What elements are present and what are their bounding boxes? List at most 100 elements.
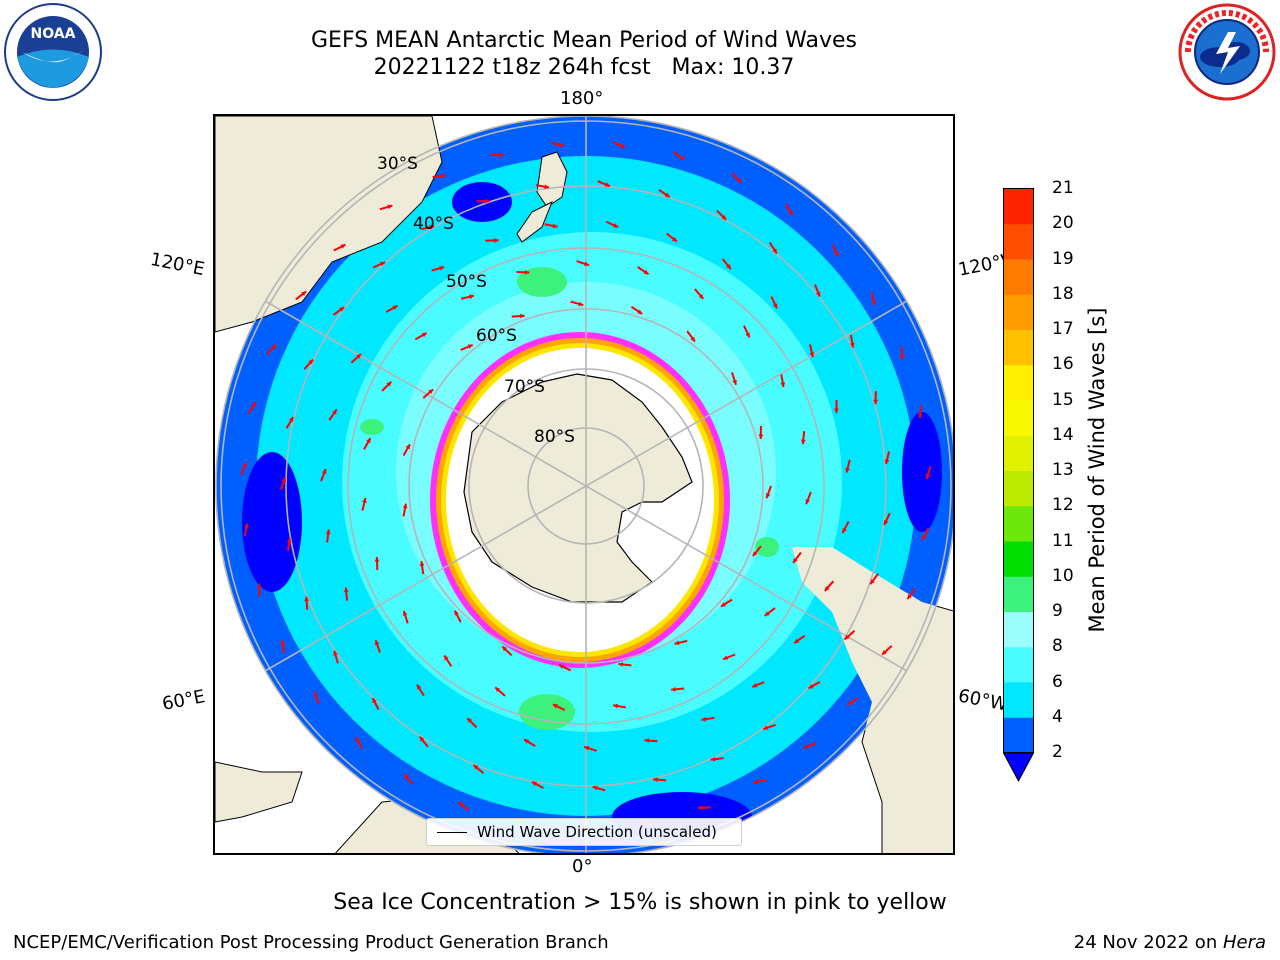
latitude-label-50s: 50°S: [446, 272, 487, 292]
wind-wave-arrowhead: [745, 332, 750, 338]
wind-wave-arrowhead: [794, 638, 800, 644]
wind-wave-arrowhead: [520, 313, 525, 319]
wind-wave-arrowhead: [844, 634, 850, 640]
wind-wave-arrowhead: [419, 736, 425, 742]
graticule: [220, 116, 952, 853]
wind-wave-arrowhead: [242, 462, 247, 468]
wind-wave-arrowhead: [613, 703, 618, 709]
wind-wave-arrowhead: [772, 248, 777, 254]
wind-wave-arrowhead: [362, 498, 367, 503]
colorbar-segment: [1003, 435, 1034, 471]
wind-wave-arrowhead: [674, 640, 680, 646]
wind-wave-arrowhead: [701, 716, 707, 722]
nws-logo: [1178, 3, 1276, 101]
colorbar-segment: [1003, 646, 1034, 683]
wind-wave-arrowhead: [732, 379, 737, 385]
wind-wave-arrowhead: [467, 718, 473, 724]
wind-wave-arrowhead: [842, 528, 847, 534]
wind-wave-arrowhead: [286, 538, 292, 543]
colorbar-under-triangle: [1003, 752, 1035, 783]
wind-wave-arrowhead: [402, 503, 408, 509]
wind-wave-arrowhead: [824, 586, 830, 591]
wind-wave-arrowhead: [332, 409, 337, 415]
wind-wave-arrowhead: [558, 142, 564, 148]
colorbar-tick-label: 12: [1052, 495, 1074, 516]
svg-text:NOAA: NOAA: [31, 26, 76, 42]
wind-wave-arrowhead: [444, 655, 449, 661]
colorbar-segment: [1003, 259, 1034, 295]
wind-wave-arrowhead: [544, 184, 549, 190]
wind-wave-arrowhead: [803, 744, 809, 749]
wind-wave-arrowhead: [736, 177, 742, 183]
legend-line-swatch: [437, 832, 467, 833]
wind-wave-arrowhead: [355, 737, 360, 743]
wind-wave-arrowhead: [524, 739, 530, 744]
wind-wave-arrowhead: [613, 223, 619, 228]
wind-wave-arrowhead: [882, 649, 887, 655]
wind-wave-arrowhead: [753, 779, 759, 785]
noaa-logo: NOAA: [4, 3, 102, 101]
wind-wave-arrowhead: [788, 210, 793, 216]
wind-wave-arrowhead: [690, 336, 695, 342]
wind-wave-arrowhead: [404, 774, 409, 780]
wind-wave-arrowhead: [244, 523, 249, 529]
footer-date: 24 Nov 2022 on Hera: [1074, 932, 1266, 953]
wind-wave-arrowhead: [421, 333, 427, 338]
wind-wave-arrowhead: [356, 354, 362, 359]
wind-wave-arrowhead: [726, 264, 731, 270]
wind-wave-arrowhead: [502, 646, 508, 652]
colorbar-segment: [1003, 717, 1034, 753]
wind-wave-arrowhead: [301, 291, 307, 297]
wind-wave-arrowhead: [847, 700, 853, 705]
wind-wave-arrowhead: [772, 303, 778, 309]
wind-wave-arrowhead: [884, 459, 890, 465]
wind-wave-arrowhead: [723, 655, 728, 660]
wind-wave-arrowhead: [584, 261, 590, 267]
colorbar-tick-label: 19: [1052, 248, 1074, 269]
wind-wave-arrowhead: [552, 704, 558, 709]
wind-wave-arrowhead: [454, 610, 459, 616]
longitude-label-120e: 120°E: [148, 248, 207, 281]
wind-wave-arrowhead: [469, 294, 474, 300]
wind-wave-arrowhead: [531, 781, 537, 787]
wind-wave-arrowhead: [752, 551, 758, 557]
wind-wave-arrowhead: [339, 307, 345, 312]
colorbar-segment: [1003, 294, 1034, 330]
wind-wave-arrowhead: [419, 561, 425, 566]
colorbar-tick-label: 14: [1052, 424, 1074, 445]
wind-wave-arrowhead: [467, 344, 473, 349]
wind-wave-arrowhead: [643, 269, 649, 275]
wind-wave-arrowhead: [637, 309, 643, 314]
wind-wave-arrowhead: [698, 293, 704, 299]
wind-wave-arrowhead: [871, 300, 877, 306]
wind-wave-arrowhead: [758, 434, 764, 439]
wind-wave-arrowhead: [321, 469, 327, 474]
wind-wave-arrows: [240, 141, 932, 832]
wind-wave-arrowhead: [780, 382, 786, 388]
wind-wave-arrowhead: [883, 519, 889, 525]
colorbar-tick-label: 6: [1052, 671, 1063, 692]
colorbar-tick-label: 15: [1052, 389, 1074, 410]
wind-wave-arrowhead: [374, 557, 380, 562]
wind-wave-arrowhead: [495, 687, 501, 693]
wind-wave-arrowhead: [849, 342, 855, 348]
colorbar-tick-label: 4: [1052, 706, 1063, 727]
wind-wave-arrowhead: [578, 301, 584, 307]
latitude-label-70s: 70°S: [504, 377, 545, 397]
wind-wave-arrowhead: [653, 777, 658, 782]
map-subtitle-forecast: 20221122 t18z 264h fcst Max: 10.37: [373, 55, 795, 80]
wind-wave-arrowhead: [473, 764, 479, 770]
wind-wave-arrowhead: [873, 399, 878, 405]
wind-wave-arrowhead: [721, 215, 727, 220]
wind-wave-arrowhead: [752, 683, 758, 688]
wind-wave-arrowhead: [256, 583, 262, 588]
wind-wave-arrowhead: [428, 389, 434, 395]
colorbar-segment: [1003, 470, 1034, 507]
longitude-label-60e: 60°E: [160, 686, 207, 715]
wind-wave-arrowhead: [833, 251, 839, 257]
colorbar-tick-label: 20: [1052, 213, 1074, 234]
colorbar-tick-label: 13: [1052, 460, 1074, 480]
wind-wave-arrowhead: [333, 650, 338, 656]
wind-wave-arrowhead: [805, 499, 810, 505]
polar-map: [215, 116, 953, 853]
